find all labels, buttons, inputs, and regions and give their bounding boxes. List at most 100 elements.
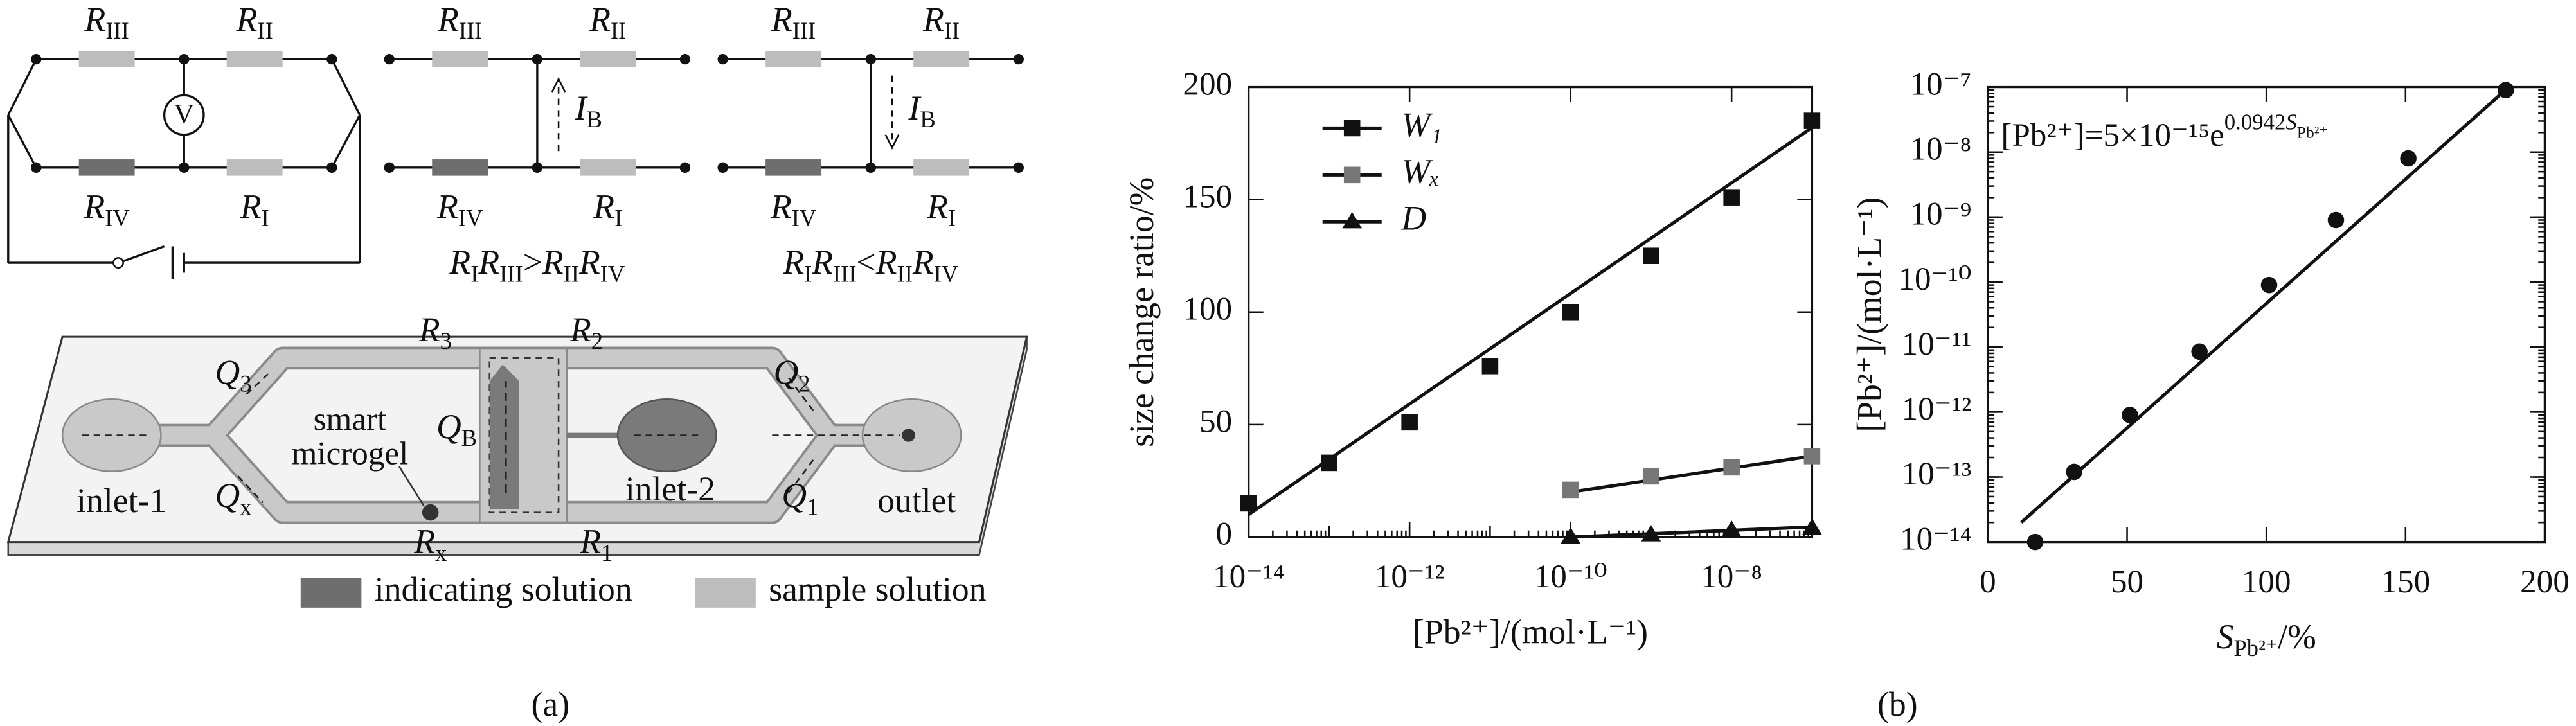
y-tick-label: 10⁻⁷ bbox=[1910, 66, 1971, 102]
point bbox=[1803, 448, 1821, 465]
text-part: 1 bbox=[807, 494, 818, 520]
chip-drawing bbox=[6, 335, 1028, 608]
text-part: x bbox=[240, 494, 251, 520]
text-part: R bbox=[912, 243, 934, 282]
fit-equation: [Pb²⁺]=5×10⁻¹⁵e0.0942SPb²⁺ bbox=[2001, 109, 2328, 153]
text-part: S bbox=[2285, 109, 2296, 134]
text-part: III bbox=[105, 17, 129, 44]
node bbox=[326, 162, 337, 173]
legend-marker bbox=[1343, 166, 1361, 184]
point bbox=[2260, 276, 2278, 294]
node bbox=[717, 162, 728, 173]
node bbox=[717, 53, 728, 65]
text-part: II bbox=[897, 261, 913, 287]
text-part: B bbox=[587, 106, 602, 132]
y-tick-label: 50 bbox=[1199, 403, 1232, 440]
y-axis-label: [Pb²⁺]/(mol·L⁻¹) bbox=[1850, 197, 1888, 432]
text-part: R bbox=[413, 522, 435, 561]
text-part: R bbox=[418, 310, 440, 349]
wire bbox=[123, 245, 165, 263]
point bbox=[1561, 527, 1580, 544]
fit-line bbox=[1570, 454, 1812, 494]
legend-swatch-dark bbox=[300, 578, 362, 608]
text-part: II bbox=[564, 261, 579, 287]
node bbox=[679, 162, 691, 173]
y-tick-label: 10⁻⁸ bbox=[1910, 130, 1971, 167]
fit-line bbox=[1570, 525, 1812, 539]
text-part: III bbox=[792, 17, 816, 44]
text-part: III bbox=[459, 17, 482, 44]
x-tick-label: 10⁻¹² bbox=[1375, 558, 1445, 595]
text-part: I bbox=[575, 89, 588, 127]
point bbox=[1723, 189, 1740, 206]
text-part: R bbox=[436, 188, 458, 226]
resistance-label: R1 bbox=[579, 522, 613, 566]
text-part: Q bbox=[774, 353, 799, 392]
text-part: S bbox=[2217, 617, 2234, 656]
flow-label: Qx bbox=[215, 476, 251, 520]
point bbox=[1240, 495, 1257, 512]
text-part: R bbox=[926, 188, 948, 226]
text-part: I bbox=[262, 205, 269, 231]
node bbox=[865, 162, 876, 173]
text-part: R bbox=[569, 310, 591, 349]
x-axis-label: SPb²⁺/% bbox=[2217, 617, 2316, 661]
point bbox=[2400, 150, 2417, 167]
text-part: x bbox=[435, 540, 447, 566]
node bbox=[31, 162, 42, 173]
resistor-label: RII bbox=[922, 0, 960, 44]
port-label: inlet-1 bbox=[76, 481, 166, 520]
y-tick-label: 10⁻¹² bbox=[1902, 391, 1972, 427]
resistor bbox=[226, 159, 283, 176]
condition: RIRIII>RIIRIV bbox=[449, 243, 625, 287]
legend-label: indicating solution bbox=[375, 570, 632, 608]
microgel-label: microgel bbox=[292, 435, 409, 472]
point bbox=[2327, 211, 2345, 229]
voltmeter-label: V bbox=[174, 99, 194, 130]
resistor bbox=[432, 159, 488, 176]
y-tick-label: 10⁻¹⁰ bbox=[1898, 261, 1971, 297]
x-axis-label: [Pb²⁺]/(mol·L⁻¹) bbox=[1413, 613, 1648, 651]
y-tick-label: 10⁻¹⁴ bbox=[1900, 520, 1971, 557]
y-tick-label: 10⁻⁹ bbox=[1910, 196, 1971, 233]
resistor bbox=[78, 159, 135, 176]
point bbox=[1641, 525, 1661, 542]
fit-line bbox=[1248, 126, 1813, 517]
flow-arrows bbox=[82, 370, 900, 504]
resistance-label: Rx bbox=[413, 522, 447, 566]
text-part: R bbox=[579, 522, 601, 561]
node bbox=[179, 162, 190, 173]
text-part: [Pb²⁺]=5×10⁻¹⁵e bbox=[2001, 117, 2224, 154]
text-part: 0.0942 bbox=[2224, 109, 2286, 134]
x-tick-label: 10⁻⁸ bbox=[1701, 558, 1762, 595]
legend-label: sample solution bbox=[769, 570, 986, 608]
text-part: 3 bbox=[440, 328, 452, 354]
point bbox=[1562, 303, 1579, 321]
text-part: IV bbox=[792, 205, 817, 231]
y-tick-label: 150 bbox=[1183, 178, 1232, 215]
x-tick-label: 200 bbox=[2520, 563, 2570, 600]
text-part: R bbox=[922, 0, 944, 39]
text-part: < bbox=[857, 243, 876, 282]
text-part: 1 bbox=[601, 540, 613, 566]
resistor bbox=[78, 51, 135, 67]
point bbox=[1802, 518, 1822, 535]
text-part: IV bbox=[934, 261, 959, 287]
text-part: IV bbox=[458, 205, 483, 231]
text-part: I bbox=[614, 205, 622, 231]
current-label: IB bbox=[908, 89, 936, 132]
current-arrow bbox=[884, 134, 900, 150]
x-tick-label: 0 bbox=[1980, 563, 1996, 600]
y-tick-label: 0 bbox=[1216, 516, 1233, 553]
y-tick-label: 200 bbox=[1183, 66, 1232, 102]
text-part: I bbox=[470, 261, 478, 287]
x-tick-label: 50 bbox=[2111, 563, 2143, 600]
node bbox=[384, 53, 395, 65]
outlet-dot bbox=[902, 429, 915, 442]
text-part: Q bbox=[436, 407, 461, 446]
x-tick-label: 100 bbox=[2242, 563, 2291, 600]
fit-line bbox=[2020, 85, 2510, 524]
text-part: B bbox=[461, 425, 477, 451]
resistor bbox=[432, 51, 488, 67]
resistor-label: RIII bbox=[771, 0, 816, 44]
